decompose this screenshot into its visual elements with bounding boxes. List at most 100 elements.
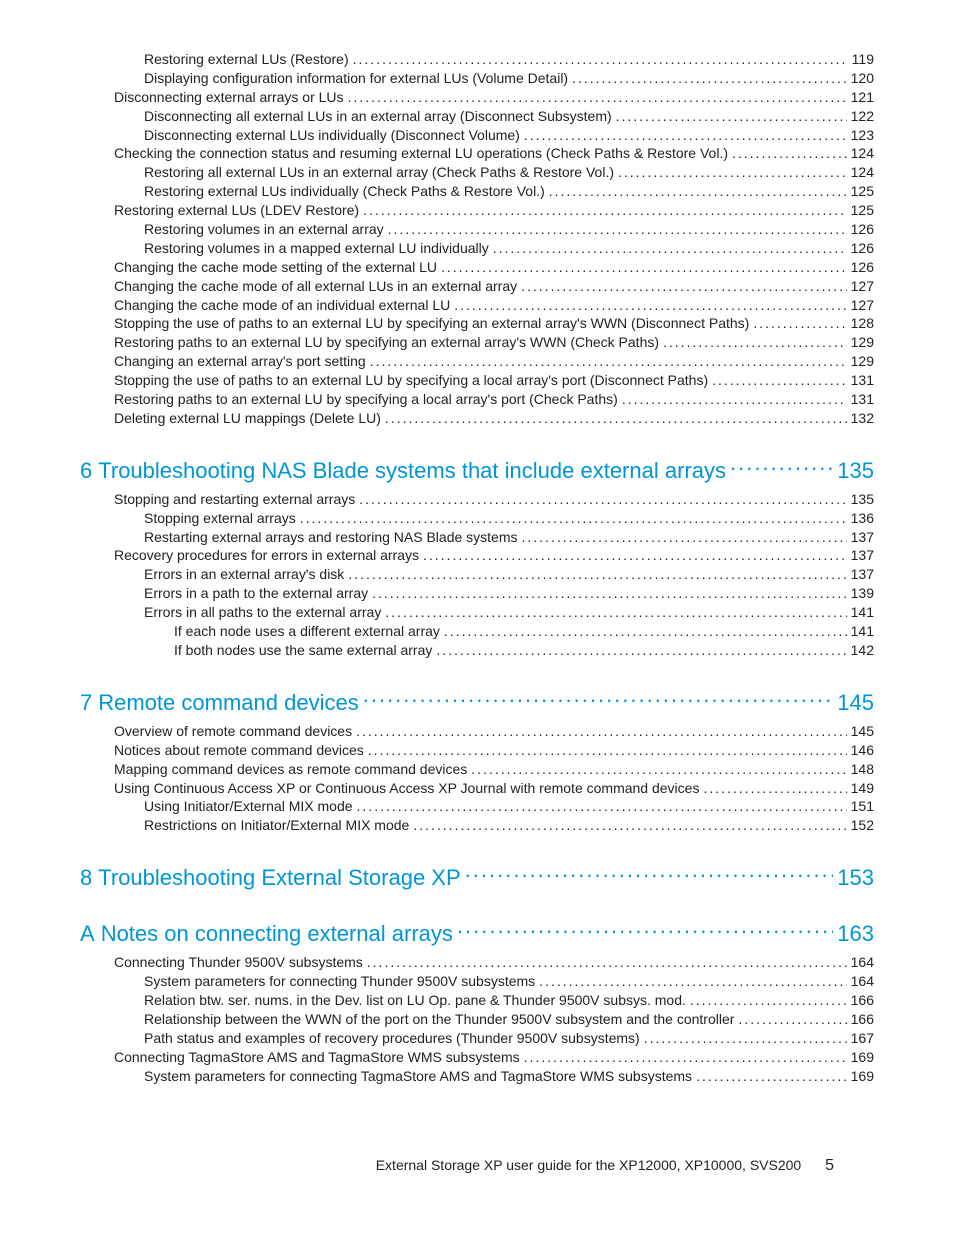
toc-entry[interactable]: Using Initiator/External MIX mode151 bbox=[80, 797, 874, 816]
toc-entry-title: Restoring external LUs (LDEV Restore) bbox=[114, 201, 359, 220]
toc-entry-title: Restoring volumes in an external array bbox=[144, 220, 384, 239]
toc-section-number: 6 bbox=[80, 458, 92, 484]
toc-leaders bbox=[413, 821, 846, 835]
toc-entry[interactable]: Overview of remote command devices145 bbox=[80, 722, 874, 741]
toc-entry[interactable]: Disconnecting all external LUs in an ext… bbox=[80, 107, 874, 126]
toc-entry[interactable]: Restoring paths to an external LU by spe… bbox=[80, 333, 874, 352]
toc-leaders bbox=[524, 1053, 847, 1067]
toc-section: ANotes on connecting external arrays163 C… bbox=[80, 919, 874, 1085]
toc-entry-title: Connecting TagmaStore AMS and TagmaStore… bbox=[114, 1048, 520, 1067]
toc-entry-title: Using Initiator/External MIX mode bbox=[144, 797, 353, 816]
toc-leaders bbox=[436, 646, 846, 660]
toc-entry[interactable]: Checking the connection status and resum… bbox=[80, 144, 874, 163]
toc-entry[interactable]: Restoring paths to an external LU by spe… bbox=[80, 390, 874, 409]
toc-leaders bbox=[388, 225, 847, 239]
toc-leaders bbox=[471, 765, 846, 779]
toc-leaders bbox=[367, 958, 847, 972]
toc-entry[interactable]: Notices about remote command devices146 bbox=[80, 741, 874, 760]
toc-leaders bbox=[357, 802, 847, 816]
toc-entry-page: 122 bbox=[851, 107, 874, 126]
toc-section-heading[interactable]: 6Troubleshooting NAS Blade systems that … bbox=[80, 456, 874, 484]
toc-leaders bbox=[524, 130, 847, 144]
toc-entry-page: 149 bbox=[851, 779, 874, 798]
toc-entry-page: 164 bbox=[851, 953, 874, 972]
toc-entry[interactable]: Stopping external arrays136 bbox=[80, 509, 874, 528]
toc-entry[interactable]: Errors in a path to the external array13… bbox=[80, 584, 874, 603]
toc-entry[interactable]: Deleting external LU mappings (Delete LU… bbox=[80, 409, 874, 428]
toc-entry[interactable]: Restoring external LUs (Restore)119 bbox=[80, 50, 874, 69]
toc-leaders bbox=[493, 244, 847, 258]
toc-leaders bbox=[572, 74, 847, 88]
toc-entry[interactable]: Changing the cache mode of an individual… bbox=[80, 296, 874, 315]
toc-entry[interactable]: System parameters for connecting Thunder… bbox=[80, 972, 874, 991]
toc-entry[interactable]: Path status and examples of recovery pro… bbox=[80, 1029, 874, 1048]
toc-leaders bbox=[370, 357, 847, 371]
toc-entry[interactable]: Relation btw. ser. nums. in the Dev. lis… bbox=[80, 991, 874, 1010]
footer-text: External Storage XP user guide for the X… bbox=[376, 1157, 801, 1173]
toc-entry-title: Restoring all external LUs in an externa… bbox=[144, 163, 614, 182]
toc-entry-page: 129 bbox=[851, 352, 874, 371]
toc-section-number: A bbox=[80, 921, 95, 947]
toc-entry-title: Restoring external LUs (Restore) bbox=[144, 50, 349, 69]
toc-entry-title: Deleting external LU mappings (Delete LU… bbox=[114, 409, 381, 428]
toc-entry[interactable]: Mapping command devices as remote comman… bbox=[80, 760, 874, 779]
toc-entry[interactable]: If each node uses a different external a… bbox=[80, 622, 874, 641]
toc-section-heading[interactable]: 7Remote command devices145 bbox=[80, 688, 874, 716]
toc-entry-title: Restarting external arrays and restoring… bbox=[144, 528, 518, 547]
toc-entry-page: 142 bbox=[851, 641, 874, 660]
toc-leaders bbox=[663, 338, 847, 352]
toc-entry[interactable]: Disconnecting external arrays or LUs121 bbox=[80, 88, 874, 107]
toc-entry-page: 166 bbox=[851, 991, 874, 1010]
toc-leaders bbox=[618, 168, 847, 182]
toc-entry[interactable]: Displaying configuration information for… bbox=[80, 69, 874, 88]
toc-entry[interactable]: Connecting Thunder 9500V subsystems164 bbox=[80, 953, 874, 972]
toc-leaders bbox=[441, 263, 847, 277]
toc-entry[interactable]: Changing the cache mode of all external … bbox=[80, 277, 874, 296]
toc-entry[interactable]: Errors in all paths to the external arra… bbox=[80, 603, 874, 622]
toc-entry[interactable]: Restoring all external LUs in an externa… bbox=[80, 163, 874, 182]
toc-entry-title: Restrictions on Initiator/External MIX m… bbox=[144, 816, 409, 835]
toc-entry[interactable]: Relationship between the WWN of the port… bbox=[80, 1010, 874, 1029]
toc-entry-title: If each node uses a different external a… bbox=[174, 622, 440, 641]
toc-section-heading[interactable]: 8Troubleshooting External Storage XP153 bbox=[80, 863, 874, 891]
toc-leaders bbox=[444, 627, 847, 641]
toc-entry[interactable]: Restarting external arrays and restoring… bbox=[80, 528, 874, 547]
toc-entry[interactable]: Stopping the use of paths to an external… bbox=[80, 371, 874, 390]
toc-entry[interactable]: Restoring external LUs individually (Che… bbox=[80, 182, 874, 201]
toc-entry-title: System parameters for connecting Thunder… bbox=[144, 972, 535, 991]
toc-entry-page: 137 bbox=[851, 565, 874, 584]
toc-entry-title: Path status and examples of recovery pro… bbox=[144, 1029, 640, 1048]
toc-entry[interactable]: Changing the cache mode setting of the e… bbox=[80, 258, 874, 277]
toc-leaders bbox=[368, 746, 847, 760]
toc-entry-title: Overview of remote command devices bbox=[114, 722, 352, 741]
toc-entry[interactable]: Errors in an external array's disk137 bbox=[80, 565, 874, 584]
toc-entry[interactable]: Changing an external array's port settin… bbox=[80, 352, 874, 371]
toc-entry-page: 137 bbox=[851, 528, 874, 547]
toc-section-number: 8 bbox=[80, 865, 92, 891]
toc-entry-page: 135 bbox=[851, 490, 874, 509]
toc-entry[interactable]: Restrictions on Initiator/External MIX m… bbox=[80, 816, 874, 835]
toc-entry[interactable]: Stopping and restarting external arrays1… bbox=[80, 490, 874, 509]
toc-entry-page: 169 bbox=[851, 1048, 874, 1067]
toc-entry[interactable]: Restoring external LUs (LDEV Restore)125 bbox=[80, 201, 874, 220]
toc-leaders bbox=[300, 514, 847, 528]
toc-entry[interactable]: Recovery procedures for errors in extern… bbox=[80, 546, 874, 565]
toc-entry-title: System parameters for connecting TagmaSt… bbox=[144, 1067, 692, 1086]
toc-entry[interactable]: Disconnecting external LUs individually … bbox=[80, 126, 874, 145]
toc-entry-title: If both nodes use the same external arra… bbox=[174, 641, 432, 660]
toc-entry[interactable]: Using Continuous Access XP or Continuous… bbox=[80, 779, 874, 798]
toc-leaders bbox=[465, 863, 834, 885]
toc-entry[interactable]: Restoring volumes in a mapped external L… bbox=[80, 239, 874, 258]
toc-leaders bbox=[539, 977, 846, 991]
toc-entry[interactable]: Stopping the use of paths to an external… bbox=[80, 314, 874, 333]
toc-entry-title: Displaying configuration information for… bbox=[144, 69, 568, 88]
toc-entry[interactable]: Restoring volumes in an external array 12… bbox=[80, 220, 874, 239]
toc-entry-page: 126 bbox=[851, 220, 874, 239]
toc-entry-title: Errors in all paths to the external arra… bbox=[144, 603, 381, 622]
toc-entry[interactable]: Connecting TagmaStore AMS and TagmaStore… bbox=[80, 1048, 874, 1067]
toc-entry-title: Changing an external array's port settin… bbox=[114, 352, 366, 371]
toc-entry[interactable]: If both nodes use the same external arra… bbox=[80, 641, 874, 660]
toc-entry[interactable]: System parameters for connecting TagmaSt… bbox=[80, 1067, 874, 1086]
toc-leaders bbox=[732, 149, 847, 163]
toc-section-heading[interactable]: ANotes on connecting external arrays163 bbox=[80, 919, 874, 947]
